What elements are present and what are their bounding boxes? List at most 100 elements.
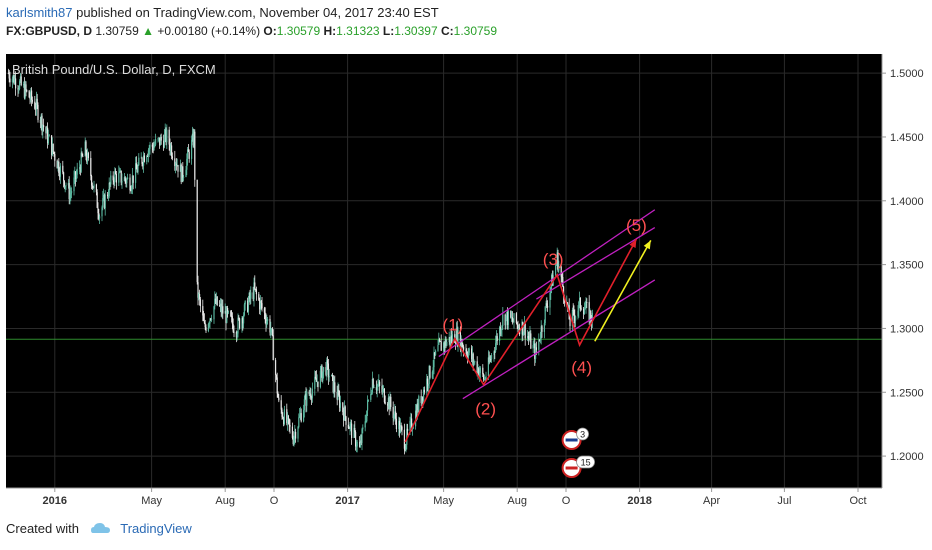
time-tick-label: 2018 xyxy=(627,495,651,507)
candle-body xyxy=(243,315,244,323)
candle-body xyxy=(21,76,22,85)
price-tick-label: 1.5000 xyxy=(890,68,924,80)
candle-body xyxy=(82,156,83,157)
candle-body xyxy=(32,100,33,102)
author-link[interactable]: karlsmith87 xyxy=(6,5,72,20)
candle-body xyxy=(345,406,346,416)
candle-body xyxy=(288,416,289,419)
candle-body xyxy=(118,173,119,183)
candle-body xyxy=(48,136,49,143)
tradingview-logo-icon xyxy=(89,521,113,538)
candle-body xyxy=(368,400,369,401)
candle-body xyxy=(166,130,167,143)
candle-body xyxy=(63,172,64,180)
candle-body xyxy=(373,387,374,388)
candle-body xyxy=(110,176,111,185)
price-tick-label: 1.4000 xyxy=(890,196,924,208)
candle-body xyxy=(53,144,54,152)
tradingview-link[interactable]: TradingView xyxy=(120,521,192,536)
candle-body xyxy=(277,377,278,393)
candle-body xyxy=(401,427,402,430)
candle-body xyxy=(275,360,276,375)
candle-body xyxy=(482,368,483,375)
wave-label: (3) xyxy=(543,250,564,269)
event-count-label: 15 xyxy=(581,458,591,468)
candle-body xyxy=(474,361,475,362)
candle-body xyxy=(446,342,447,346)
candle-body xyxy=(261,303,262,308)
candle-body xyxy=(424,390,425,393)
time-tick-label: Jul xyxy=(777,495,791,507)
price-tick-label: 1.2500 xyxy=(890,387,924,399)
candle-body xyxy=(502,315,503,326)
candle-body xyxy=(65,185,66,186)
price-tick-label: 1.3500 xyxy=(890,260,924,272)
close-value: 1.30759 xyxy=(454,24,497,38)
candle-body xyxy=(575,316,576,320)
candle-body xyxy=(513,313,514,322)
candle-body xyxy=(183,177,184,178)
candle-body xyxy=(304,399,305,410)
candle-body xyxy=(295,432,296,439)
low-label: L: xyxy=(383,24,394,38)
candle-body xyxy=(306,392,307,406)
candle-body xyxy=(233,332,234,333)
candle-body xyxy=(62,166,63,172)
symbol-label: FX:GBPUSD, D xyxy=(6,24,92,38)
candle-body xyxy=(390,397,391,407)
candle-body xyxy=(441,341,442,350)
candle-body xyxy=(254,282,255,288)
candle-body xyxy=(217,297,218,306)
candle-body xyxy=(323,367,324,372)
candle-body xyxy=(289,425,290,427)
candle-body xyxy=(116,174,117,183)
time-tick-label: O xyxy=(270,495,279,507)
candle-body xyxy=(194,132,195,180)
candle-body xyxy=(586,302,587,303)
candle-body xyxy=(197,180,198,282)
candle-body xyxy=(329,376,330,377)
candle-body xyxy=(239,319,240,329)
candle-body xyxy=(581,309,582,310)
time-tick-label: May xyxy=(141,495,162,507)
candle-body xyxy=(245,301,246,305)
candle-body xyxy=(248,301,249,312)
candle-body xyxy=(15,78,16,88)
candle-body xyxy=(105,195,106,209)
open-value: 1.30579 xyxy=(277,24,320,38)
price-change: +0.00180 (+0.14%) xyxy=(157,24,260,38)
candle-body xyxy=(43,125,44,127)
candle-body xyxy=(351,424,352,438)
wave-label: (2) xyxy=(475,400,496,419)
candle-body xyxy=(345,416,346,424)
candle-body xyxy=(172,156,173,158)
time-tick-label: O xyxy=(562,495,571,507)
candle-body xyxy=(211,319,212,320)
candle-body xyxy=(49,135,50,136)
candle-body xyxy=(334,382,335,392)
up-triangle-icon: ▲ xyxy=(142,24,154,38)
candle-body xyxy=(385,402,386,403)
candle-body xyxy=(146,156,147,162)
candle-body xyxy=(149,145,150,149)
candle-body xyxy=(452,334,453,341)
candle-body xyxy=(189,152,190,159)
candle-body xyxy=(497,336,498,341)
candle-body xyxy=(437,345,438,351)
candle-body xyxy=(435,351,436,355)
candle-body xyxy=(491,355,492,359)
candle-body xyxy=(530,333,531,348)
high-value: 1.31323 xyxy=(336,24,379,38)
candle-body xyxy=(536,347,537,349)
published-text: published on TradingView.com, November 0… xyxy=(76,5,439,20)
chart-title: British Pound/U.S. Dollar, D, FXCM xyxy=(12,62,216,77)
candle-body xyxy=(485,376,486,379)
price-chart[interactable]: (1) (2) (3) (4) (5) 1.5000 1.4500 1.4000 1.3500… xyxy=(0,48,932,511)
candle-body xyxy=(138,158,139,165)
candle-body xyxy=(357,442,358,447)
time-tick-label: May xyxy=(433,495,454,507)
candle-body xyxy=(200,299,201,306)
wave-label: (5) xyxy=(626,216,647,235)
candle-body xyxy=(205,327,206,331)
candle-body xyxy=(317,381,318,387)
